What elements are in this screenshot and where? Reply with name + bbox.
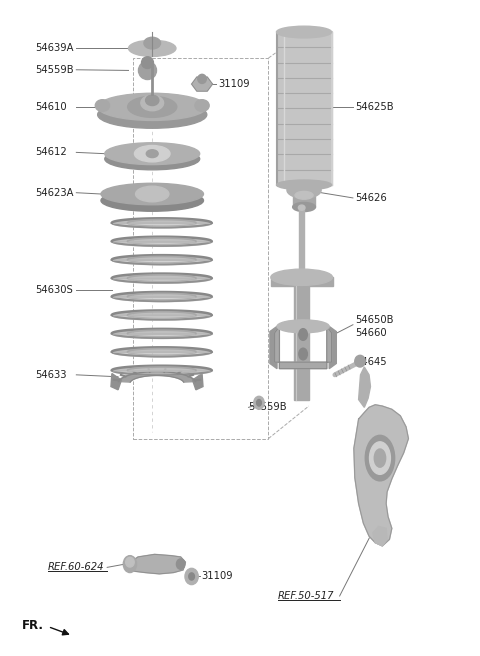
Ellipse shape [101,190,204,211]
Ellipse shape [126,558,134,567]
Ellipse shape [135,186,169,202]
Ellipse shape [277,320,329,333]
Ellipse shape [299,348,307,360]
Polygon shape [359,367,371,407]
Ellipse shape [146,150,158,157]
Ellipse shape [123,556,137,573]
Text: 54660: 54660 [355,327,386,338]
Bar [293,189,315,207]
Ellipse shape [355,356,365,367]
Text: 54626: 54626 [355,193,386,203]
Ellipse shape [185,568,198,584]
Ellipse shape [271,269,333,285]
Ellipse shape [295,192,313,199]
Ellipse shape [276,180,332,190]
Ellipse shape [101,183,204,205]
Ellipse shape [97,101,207,129]
Text: 54612: 54612 [35,148,67,157]
Ellipse shape [299,329,307,340]
Bar [133,58,268,439]
Ellipse shape [293,203,315,212]
Bar [271,277,333,287]
Text: 54639A: 54639A [35,43,73,53]
Text: 54559B: 54559B [249,402,287,413]
Ellipse shape [254,396,264,409]
Text: 54559B: 54559B [35,65,73,75]
Ellipse shape [365,436,395,481]
Polygon shape [119,371,195,382]
Ellipse shape [96,100,109,112]
Ellipse shape [105,148,200,170]
Polygon shape [373,526,387,546]
Polygon shape [354,405,408,546]
Ellipse shape [134,146,170,162]
Ellipse shape [257,400,261,406]
Polygon shape [125,554,185,574]
Polygon shape [275,327,332,369]
Text: REF.50-517: REF.50-517 [278,591,335,601]
Bar [300,208,304,276]
Ellipse shape [276,26,332,38]
Ellipse shape [141,95,164,111]
Ellipse shape [129,40,176,56]
Bar [294,287,309,400]
Polygon shape [192,373,203,390]
Text: 54645: 54645 [355,357,386,367]
Text: FR.: FR. [22,619,44,632]
Ellipse shape [142,57,154,68]
Ellipse shape [195,100,209,112]
Ellipse shape [370,442,390,474]
Polygon shape [111,373,121,390]
Ellipse shape [198,74,206,83]
Ellipse shape [97,93,207,121]
Ellipse shape [299,205,305,211]
Polygon shape [329,327,336,369]
Text: REF.60-624: REF.60-624 [48,562,104,573]
Ellipse shape [105,143,200,165]
Text: 31109: 31109 [219,79,250,89]
Ellipse shape [138,61,156,79]
Ellipse shape [287,182,321,198]
Bar [276,32,332,185]
Ellipse shape [177,559,185,569]
Polygon shape [192,77,213,91]
Text: 54625B: 54625B [355,102,394,112]
Ellipse shape [144,37,160,49]
Ellipse shape [374,449,385,467]
Text: 54610: 54610 [35,102,67,112]
Text: 31109: 31109 [201,571,233,581]
Ellipse shape [128,96,177,117]
Text: 54633: 54633 [35,370,67,380]
Ellipse shape [145,95,159,106]
Polygon shape [270,327,277,369]
Text: 54650B: 54650B [355,315,393,325]
Text: 54630S: 54630S [35,285,73,295]
Text: 54623A: 54623A [35,188,73,197]
Ellipse shape [189,573,194,580]
